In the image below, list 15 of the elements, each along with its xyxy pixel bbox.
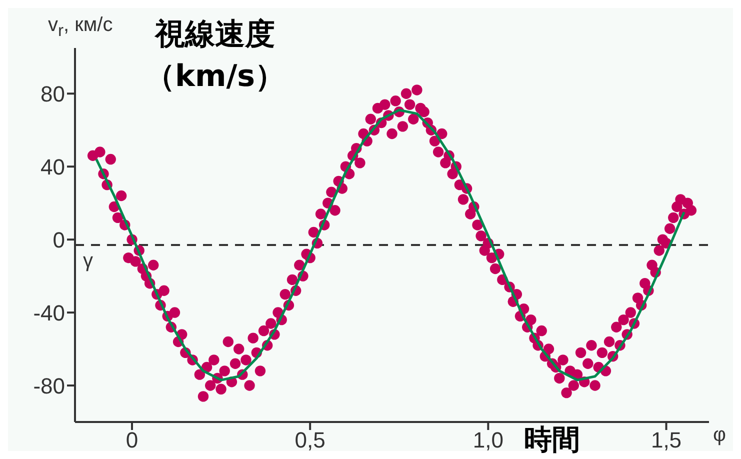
y-tick-label: -80: [33, 373, 65, 398]
annotation: （km/s）: [145, 58, 286, 96]
x-tick-label: 1,5: [650, 428, 682, 453]
y-tick-label: 0: [52, 227, 65, 252]
y-tick-label: 40: [40, 154, 65, 180]
text: 時間: [524, 423, 580, 456]
x-tick-label: 0,5: [294, 428, 326, 453]
x-axis-title: φ: [713, 424, 726, 447]
y-tick-label: 80: [40, 81, 65, 106]
ref-line-label: γ: [83, 250, 93, 272]
x-tick-label: 1,0: [472, 428, 504, 453]
y-tick-label: -40: [33, 300, 65, 326]
y-axis-title: v$_{r}$, км/с: [48, 14, 113, 41]
annotation: 視線速度: [155, 16, 275, 54]
x-tick-label: 0: [126, 428, 138, 453]
